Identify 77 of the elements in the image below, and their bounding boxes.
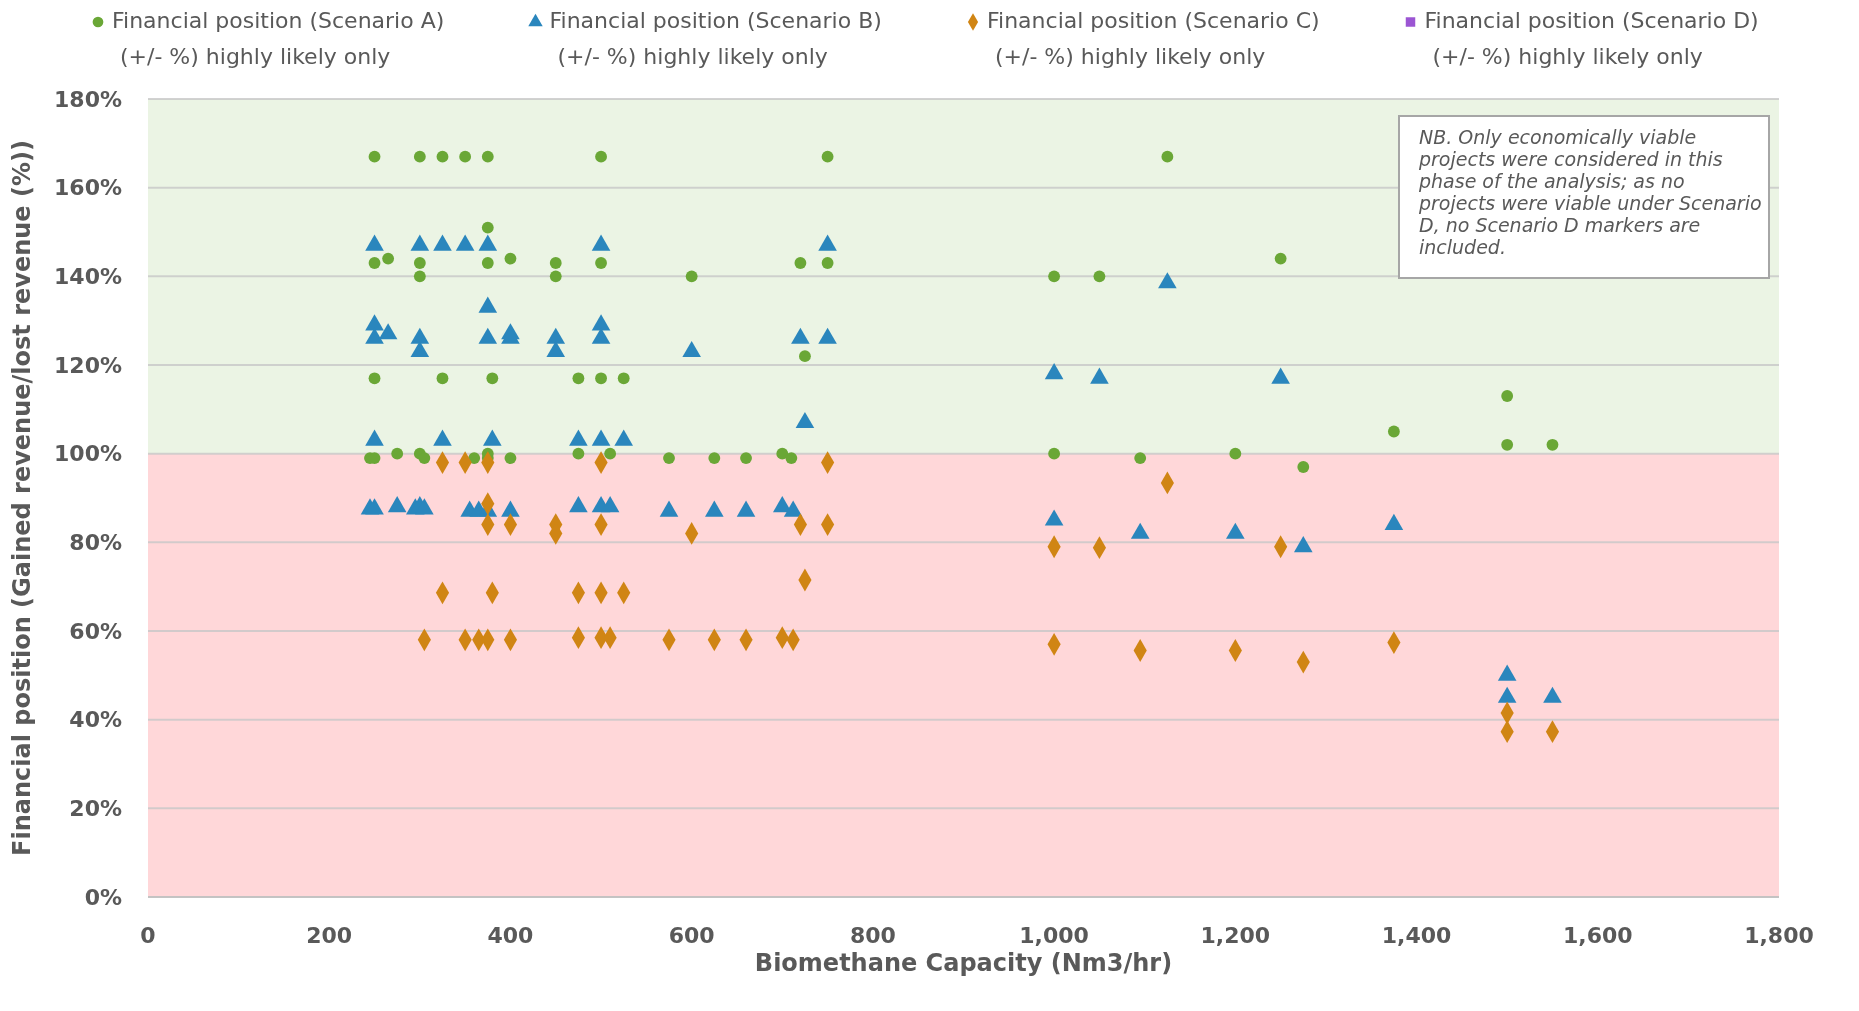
point — [1048, 447, 1061, 460]
y-axis-title: Financial position (Gained revenue/lost revenue (%)) — [8, 140, 36, 856]
y-tick-label: 160% — [54, 175, 122, 201]
point — [799, 350, 811, 363]
x-tick-label: 1,600 — [1562, 923, 1633, 948]
y-tick-label: 140% — [54, 264, 122, 290]
point — [418, 452, 431, 465]
y-tick-label: 180% — [54, 86, 122, 112]
point — [468, 452, 481, 465]
legend-label: Financial position (Scenario C) (+/- %) highly likely only — [987, 8, 1320, 69]
y-tick-label: 40% — [69, 707, 122, 733]
y-tick-label: 20% — [69, 796, 122, 822]
legend-label: Financial position (Scenario D) (+/- %) highly likely only — [1424, 8, 1759, 69]
point — [368, 257, 381, 269]
point — [504, 452, 517, 465]
point — [1161, 150, 1174, 163]
point — [413, 257, 426, 269]
point — [1134, 452, 1147, 465]
y-tick-label: 80% — [69, 530, 122, 556]
point — [1093, 270, 1106, 283]
point — [391, 447, 404, 460]
point — [663, 452, 675, 465]
point — [794, 257, 807, 269]
point — [368, 150, 381, 163]
point — [821, 257, 834, 269]
point — [549, 257, 562, 269]
x-tick-label: 200 — [306, 923, 353, 948]
point — [740, 452, 752, 465]
annotation: NB. Only economically viable projects were considered in this phase of the analysis; as no projects were viable under Scenario D, no Scenario D markers are included. — [1418, 126, 1762, 258]
y-tick-label: 60% — [69, 618, 122, 644]
point — [504, 252, 517, 265]
y-tick-label: 120% — [54, 352, 122, 378]
point — [1274, 252, 1287, 265]
point — [1501, 390, 1514, 402]
point — [549, 270, 562, 283]
x-tick-label: 800 — [849, 923, 896, 948]
x-tick-label: 1,400 — [1381, 923, 1452, 948]
y-tick-label: 0% — [84, 884, 122, 910]
point — [776, 447, 789, 460]
x-tick-label: 1,800 — [1744, 923, 1814, 948]
point — [604, 447, 617, 460]
point — [572, 447, 585, 460]
point — [708, 452, 721, 465]
point — [1229, 447, 1242, 460]
point — [1297, 461, 1310, 473]
point — [459, 150, 472, 163]
point — [821, 150, 834, 163]
point — [368, 372, 381, 385]
point — [1387, 425, 1400, 438]
point — [436, 372, 449, 385]
point — [1546, 438, 1559, 451]
point — [685, 270, 698, 283]
point — [486, 372, 499, 385]
point — [413, 150, 426, 163]
point — [1048, 270, 1061, 283]
point — [436, 150, 449, 163]
point — [1501, 438, 1514, 451]
point — [481, 150, 494, 163]
point — [481, 257, 494, 269]
y-tick-label: 100% — [54, 441, 122, 467]
point — [481, 221, 494, 234]
point — [595, 372, 607, 385]
x-tick-label: 400 — [487, 923, 534, 948]
point — [785, 452, 798, 465]
point — [382, 252, 395, 265]
legend-label: Financial position (Scenario A) (+/- %) highly likely only — [112, 8, 445, 69]
x-tick-label: 1,200 — [1200, 923, 1271, 948]
legend-label: Financial position (Scenario B) (+/- %) highly likely only — [549, 8, 882, 69]
x-tick-label: 0 — [140, 923, 156, 948]
point — [595, 257, 607, 269]
point — [413, 270, 426, 283]
point — [572, 372, 585, 385]
point — [595, 150, 607, 163]
x-tick-label: 600 — [668, 923, 715, 948]
x-tick-label: 1,000 — [1019, 923, 1089, 948]
point — [617, 372, 630, 385]
x-axis-title: Biomethane Capacity (Nm3/hr) — [754, 949, 1173, 977]
